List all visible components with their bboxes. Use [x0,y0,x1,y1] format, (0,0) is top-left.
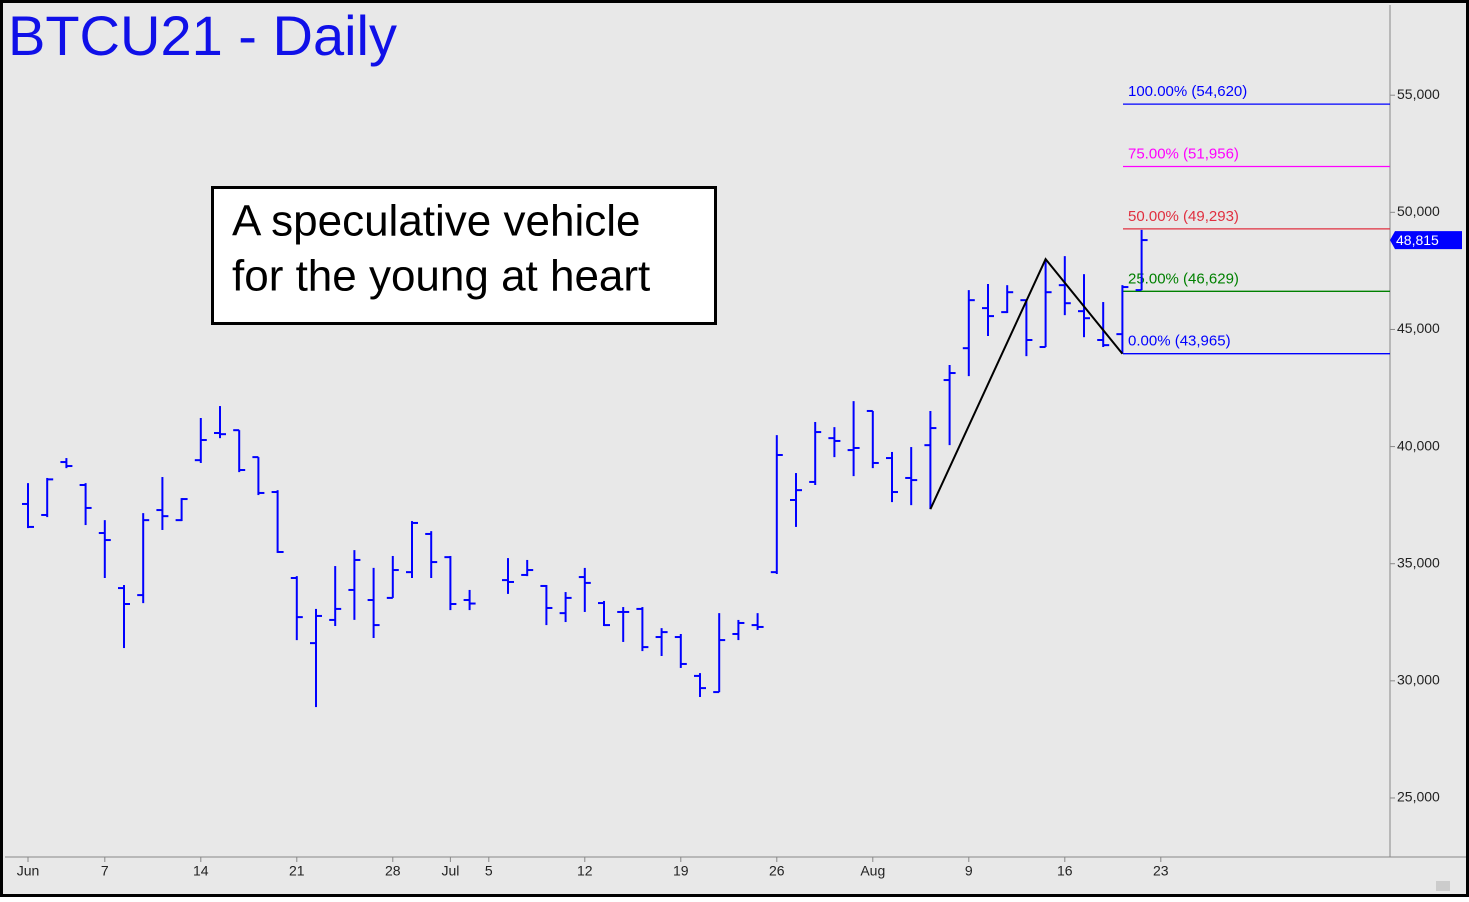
y-tick-label: 35,000 [1397,554,1440,570]
x-tick-label: 12 [577,863,593,879]
fib-label: 0.00% (43,965) [1128,333,1231,350]
fib-label: 75.00% (51,956) [1128,145,1239,162]
swing-line [929,257,1124,510]
x-tick-label: 7 [101,863,109,879]
annotation: A speculative vehicle [232,197,640,246]
x-tick-label: 16 [1057,863,1073,879]
scroll-handle [1436,881,1450,891]
x-tick-label: Jul [441,863,459,879]
x-tick-label: 14 [193,863,209,879]
annotation: for the young at heart [232,252,650,301]
x-tick-label: 28 [385,863,401,879]
x-tick-label: 5 [485,863,493,879]
fib-label: 25.00% (46,629) [1128,270,1239,287]
y-tick-label: 30,000 [1397,672,1440,688]
y-tick-label: 45,000 [1397,320,1440,336]
x-tick-label: 21 [289,863,305,879]
x-tick-label: 23 [1153,863,1169,879]
x-tick-label: Jun [17,863,40,879]
chart-title: BTCU21 - Daily [8,4,397,67]
last-price-marker [1390,231,1462,250]
y-tick-label: 55,000 [1397,86,1440,102]
last-price-label: 48,815 [1396,232,1439,248]
fib-label: 100.00% (54,620) [1128,83,1247,100]
x-tick-label: 19 [673,863,689,879]
y-tick-label: 25,000 [1397,789,1440,805]
fib-label: 50.00% (49,293) [1128,208,1239,225]
x-tick-label: 26 [769,863,785,879]
annotation-box [211,186,717,325]
x-tick-label: Aug [860,863,885,879]
y-tick-label: 40,000 [1397,437,1440,453]
x-tick-label: 9 [965,863,973,879]
y-tick-label: 50,000 [1397,203,1440,219]
